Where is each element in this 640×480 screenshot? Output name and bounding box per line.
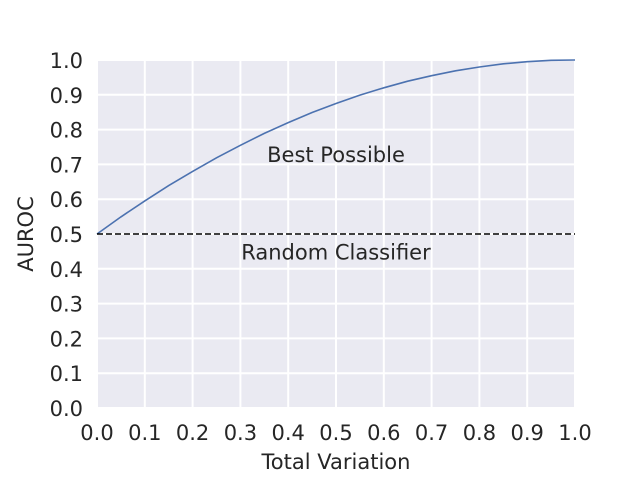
x-tick-label: 0.9	[510, 421, 543, 445]
x-tick-label: 0.7	[415, 421, 448, 445]
x-tick-label: 0.4	[271, 421, 304, 445]
y-tick-label: 0.9	[50, 84, 83, 108]
x-tick-label: 0.2	[176, 421, 209, 445]
y-tick-labels: 0.0 0.1 0.2 0.3 0.4 0.5 0.6 0.7 0.8 0.9 1.0	[50, 49, 83, 421]
x-tick-label: 0.6	[367, 421, 400, 445]
x-axis-label: Total Variation	[261, 450, 411, 474]
y-tick-label: 0.5	[50, 223, 83, 247]
annotation-label: Random Classifier	[241, 240, 431, 264]
annotations: Best Possible Random Classifier	[241, 143, 431, 264]
x-tick-label: 0.8	[463, 421, 496, 445]
x-tick-label: 1.0	[558, 421, 591, 445]
y-tick-label: 0.7	[50, 153, 83, 177]
y-tick-label: 0.2	[50, 327, 83, 351]
x-tick-label: 0.5	[319, 421, 352, 445]
y-tick-label: 0.3	[50, 293, 83, 317]
series-layer	[96, 59, 576, 235]
y-tick-label: 0.6	[50, 188, 83, 212]
y-axis-label: AUROC	[14, 196, 38, 272]
y-tick-label: 0.8	[50, 119, 83, 143]
x-tick-labels: 0.0 0.1 0.2 0.3 0.4 0.5 0.6 0.7 0.8 0.9 1.0	[80, 421, 591, 445]
x-tick-label: 0.1	[128, 421, 161, 445]
y-tick-label: 0.4	[50, 258, 83, 282]
y-gridlines	[97, 59, 575, 409]
y-tick-label: 0.1	[50, 362, 83, 386]
x-tick-label: 0.0	[80, 421, 113, 445]
annotation-label: Best Possible	[267, 143, 405, 167]
x-tick-label: 0.3	[224, 421, 257, 445]
y-tick-label: 1.0	[50, 49, 83, 73]
y-tick-label: 0.0	[50, 397, 83, 421]
best-possible-curve	[96, 59, 576, 235]
